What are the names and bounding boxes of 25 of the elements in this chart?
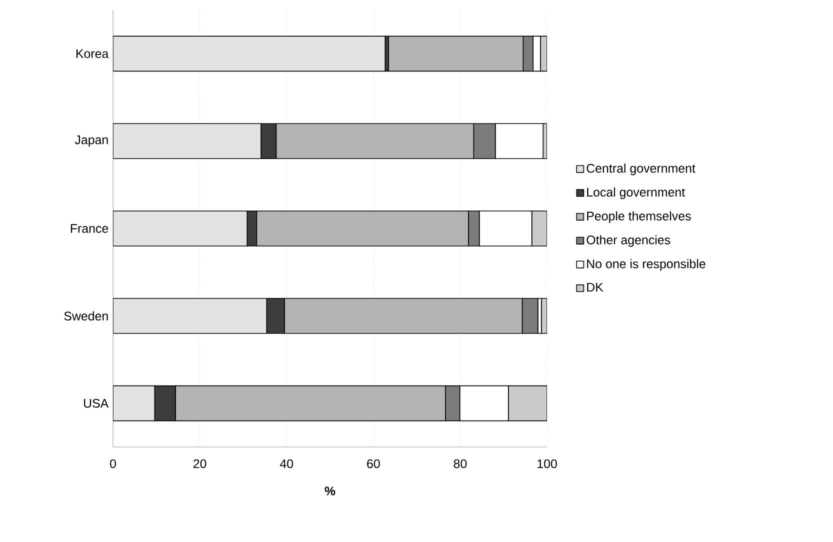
x-tick-label: 0 bbox=[110, 459, 116, 468]
x-axis-title: % bbox=[324, 486, 336, 496]
legend-label: Central government bbox=[586, 164, 696, 176]
x-tick-label: 60 bbox=[367, 459, 380, 468]
bar bbox=[113, 36, 386, 72]
legend-label: DK bbox=[587, 282, 604, 292]
bar bbox=[113, 298, 268, 334]
x-tick-label: 100 bbox=[538, 459, 557, 468]
bar bbox=[113, 385, 156, 422]
y-tick-label: France bbox=[70, 224, 108, 233]
bar bbox=[113, 123, 262, 159]
legend-label: Local government bbox=[587, 187, 685, 200]
x-tick-label: 20 bbox=[194, 459, 206, 468]
legend-label: Other agencies bbox=[586, 235, 670, 247]
x-tick-label: 80 bbox=[454, 459, 467, 468]
legend-label: People themselves bbox=[587, 211, 691, 223]
x-tick-label: 40 bbox=[280, 459, 294, 468]
y-tick-label: USA bbox=[84, 398, 109, 408]
bar bbox=[531, 210, 548, 246]
bar bbox=[508, 385, 548, 422]
bar bbox=[113, 210, 248, 246]
y-tick-label: Korea bbox=[76, 49, 109, 58]
y-tick-label: Japan bbox=[74, 136, 108, 147]
legend-label: No one is responsible bbox=[587, 259, 706, 271]
y-tick-label: Sweden bbox=[64, 311, 108, 320]
